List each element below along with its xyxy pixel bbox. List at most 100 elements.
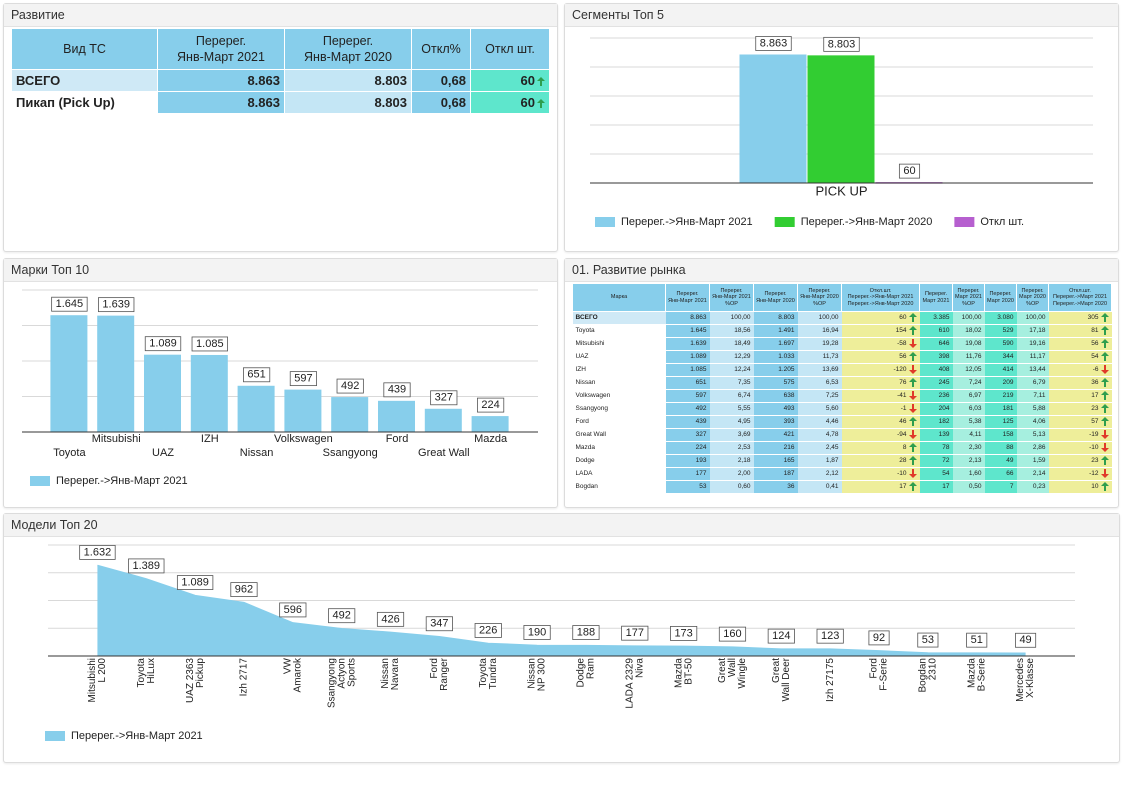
legend-label: Перерег.->Янв-Март 2021 — [71, 730, 203, 742]
table-cell: 245 — [919, 376, 953, 390]
table-cell: 2,18 — [709, 454, 754, 468]
value-label: 224 — [481, 399, 499, 411]
table-cell: 100,00 — [797, 311, 842, 325]
table-cell: 7,35 — [709, 376, 754, 390]
table-cell: 81 — [1048, 324, 1112, 338]
table-cell: 181 — [984, 402, 1017, 416]
value-label-box — [523, 625, 551, 640]
value-label-box — [128, 558, 165, 574]
legend-label: Откл шт. — [980, 216, 1024, 228]
x-tick-label: Niva — [634, 658, 645, 678]
bar — [237, 385, 275, 432]
table-cell: 1.645 — [665, 324, 710, 338]
table-cell: Mitsubishi — [572, 337, 666, 351]
table-cell: 236 — [919, 389, 953, 403]
value-label-box — [336, 378, 364, 394]
column-header-line: Перерег. — [322, 34, 374, 48]
value-label: 347 — [430, 618, 448, 630]
arrow-up — [908, 312, 917, 322]
table-cell: 224 — [665, 441, 710, 455]
arrow-down — [1100, 364, 1109, 374]
table-cell: 16,94 — [797, 324, 842, 338]
value-label: 1.089 — [181, 576, 209, 588]
x-tick-label: Ram — [586, 658, 597, 679]
table-cell: 575 — [753, 376, 798, 390]
arrow-up — [908, 377, 917, 387]
value-label: 1.089 — [149, 338, 177, 350]
arrow-up — [1100, 481, 1109, 491]
bar — [378, 400, 415, 432]
value-label-box — [755, 36, 792, 51]
column-header-line: Перерег. — [924, 291, 948, 297]
table-cell: 0,60 — [709, 480, 754, 494]
x-tick-label: Sports — [346, 658, 357, 687]
column-header-line: Откл.шт. — [1069, 287, 1091, 294]
column-header-line: Откл шт. — [485, 42, 535, 56]
table-cell: 154 — [841, 324, 920, 338]
value-label-box — [191, 336, 228, 352]
bar — [144, 354, 181, 432]
table-cell: IZH — [572, 363, 666, 377]
arrow-up — [1100, 351, 1109, 361]
value-label: 1.085 — [196, 338, 224, 350]
panel-title: 01. Развитие рынка — [565, 259, 1118, 282]
table-cell: -120 — [841, 363, 920, 377]
bar — [471, 416, 509, 432]
table-cell: 0,68 — [411, 69, 471, 92]
column-header-line: Янв-Март 2020 — [800, 294, 839, 301]
bar — [424, 408, 462, 432]
table-cell: 53 — [665, 480, 710, 494]
value-label-box — [328, 608, 356, 624]
table-cell: 72 — [919, 454, 953, 468]
table-cell: 182 — [919, 415, 953, 429]
value-label: 596 — [284, 604, 302, 616]
table-cell: 125 — [984, 415, 1017, 429]
value-label: 492 — [332, 610, 350, 622]
table-cell: 76 — [841, 376, 920, 390]
arrow-down — [1100, 468, 1109, 478]
value-label-box — [670, 625, 698, 641]
table-cell: 651 — [665, 376, 710, 390]
table-cell: 2,14 — [1016, 467, 1049, 481]
value-label-box — [816, 628, 844, 644]
table-cell: 3.080 — [984, 311, 1017, 325]
arrow-down — [908, 338, 917, 348]
column-header-line: Март 2021 — [955, 294, 982, 301]
table-cell: 78 — [919, 441, 953, 455]
arrow-down — [908, 429, 917, 439]
table-cell: 193 — [665, 454, 710, 468]
value-label-box — [51, 296, 88, 312]
value-label: 8.803 — [828, 38, 856, 50]
value-label: 190 — [528, 626, 546, 638]
column-header: Откл шт. — [470, 28, 550, 70]
value-label: 327 — [435, 392, 453, 404]
arrow-up — [1100, 325, 1109, 335]
area-line — [97, 564, 1026, 655]
x-tick-label: Actyon — [336, 658, 347, 689]
panel-title: Развитие — [4, 4, 557, 27]
table-cell: 5,55 — [709, 402, 754, 416]
table-cell: 4,11 — [952, 428, 985, 442]
table-cell: 100,00 — [952, 311, 985, 325]
column-header-line: Перерег. — [957, 287, 980, 294]
table-cell: 6,97 — [952, 389, 985, 403]
column-header: Откл.шт. Перерег.->Март 2021 Перерег.->Мар… — [1048, 283, 1112, 312]
arrow-up — [908, 481, 917, 491]
table-cell: 1,87 — [797, 454, 842, 468]
column-header: Перерег. Март 2020 — [984, 283, 1017, 312]
table-cell: 46 — [841, 415, 920, 429]
table-cell: 7,11 — [1016, 389, 1049, 403]
arrow-down — [908, 390, 917, 400]
table-cell: 4,06 — [1016, 415, 1049, 429]
arrow-up — [908, 442, 917, 452]
table-cell: 204 — [919, 402, 953, 416]
table-cell: 66 — [984, 467, 1017, 481]
table-cell: 305 — [1048, 311, 1112, 325]
table-cell: 3.385 — [919, 311, 953, 325]
table-cell: -12 — [1048, 467, 1112, 481]
column-header-line: Откл.шт. — [869, 287, 892, 294]
value-label-box — [718, 626, 747, 642]
table-row: Mitsubishi 1.639 18,49 1.697 19,28 -58 646 19,0… — [572, 337, 1112, 351]
table-cell: Mazda — [572, 441, 666, 455]
table-cell: -10 — [841, 467, 920, 481]
